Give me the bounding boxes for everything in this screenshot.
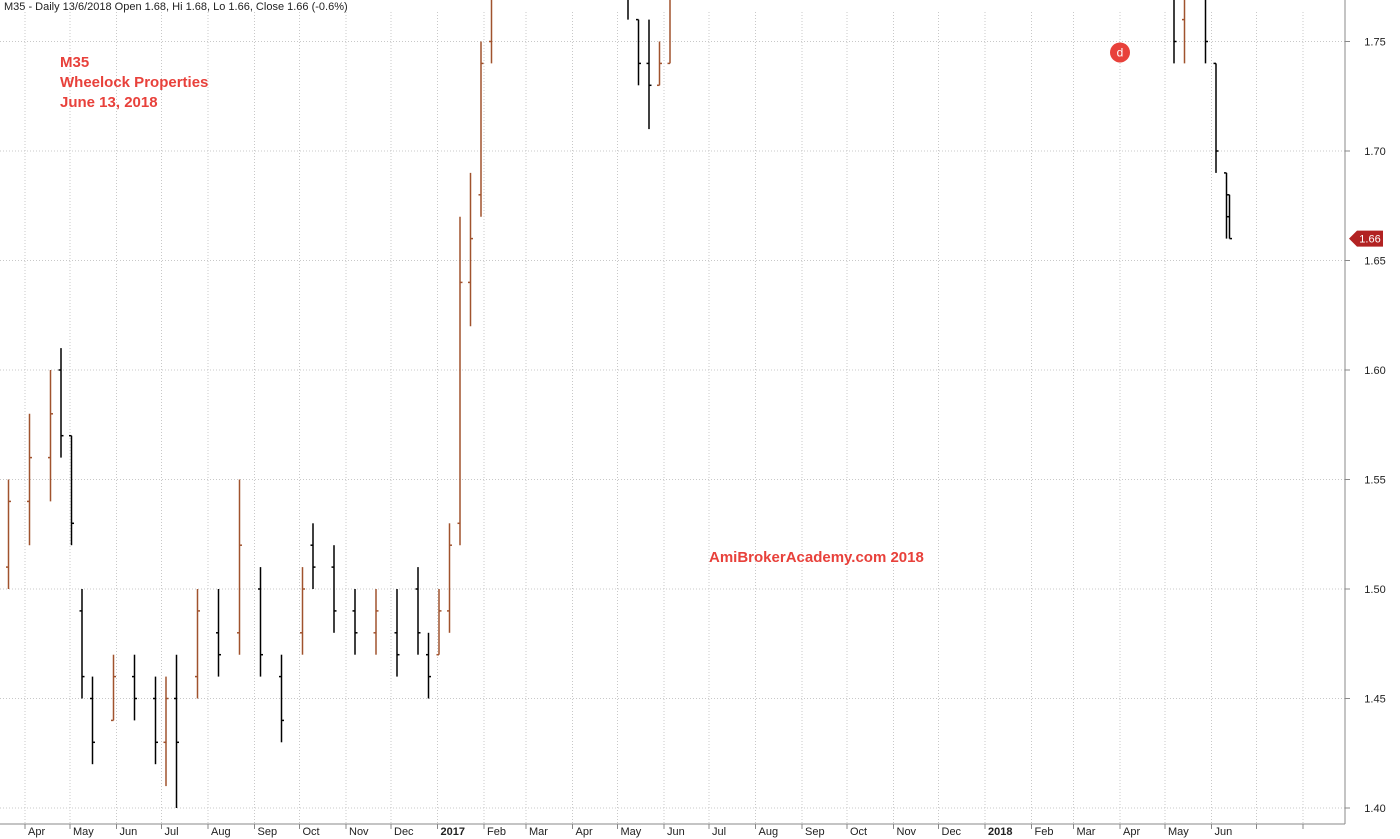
y-tick-label: 1.75 — [1364, 37, 1385, 49]
marker-label: d — [1117, 45, 1124, 59]
ohlc-bar — [1182, 0, 1186, 64]
last-price-badge — [1349, 230, 1383, 247]
ohlc-bar — [1173, 0, 1177, 64]
ohlc-bar — [300, 567, 305, 655]
ohlc-bar — [657, 41, 662, 87]
x-tick-label: Jul — [712, 826, 726, 838]
symbol-label: M35 — [60, 54, 90, 71]
ohlc-bar — [279, 654, 284, 743]
ohlc-bar — [310, 523, 316, 589]
x-tick-label: May — [73, 826, 94, 838]
x-tick-label: 2018 — [988, 826, 1012, 838]
x-tick-label: Feb — [487, 826, 506, 838]
x-tick-label: 2017 — [441, 826, 465, 838]
ohlc-bar — [447, 523, 452, 633]
ohlc-bar — [111, 654, 116, 722]
x-tick-label: Apr — [28, 826, 45, 838]
ohlc-bar — [478, 41, 484, 217]
marker-d: d — [1110, 42, 1130, 63]
ohlc-bar — [636, 18, 641, 86]
ohlc-bar — [489, 0, 493, 64]
ohlc-bar — [1227, 194, 1232, 240]
y-tick-label: 1.50 — [1364, 584, 1385, 596]
y-tick-label: 1.60 — [1364, 365, 1385, 377]
y-tick-label: 1.40 — [1364, 803, 1385, 815]
x-tick-label: May — [621, 826, 642, 838]
annotation-block: M35 Wheelock Properties June 13, 2018 — [60, 53, 208, 113]
y-tick-label: 1.45 — [1364, 694, 1385, 706]
chart-grid — [0, 12, 1345, 824]
ohlc-bar — [331, 545, 337, 633]
ohlc-bar — [79, 589, 85, 699]
ohlc-bar — [27, 413, 32, 546]
chart-header-info: M35 - Daily 13/6/2018 Open 1.68, Hi 1.68… — [4, 1, 348, 13]
ohlc-bar — [667, 0, 671, 65]
y-axis: 1.401.451.501.551.601.651.701.751.801.85… — [1344, 0, 1386, 824]
y-tick-label: 1.70 — [1364, 146, 1385, 158]
x-tick-label: Sep — [805, 826, 825, 838]
x-tick-label: Aug — [211, 826, 231, 838]
x-tick-label: Mar — [529, 826, 548, 838]
ohlc-bar — [1204, 0, 1208, 64]
x-tick-label: Feb — [1035, 826, 1054, 838]
ohlc-bar — [216, 589, 221, 677]
ohlc-bar — [627, 0, 629, 20]
x-tick-label: Apr — [1123, 826, 1140, 838]
x-tick-label: Oct — [850, 826, 867, 838]
x-tick-label: Jun — [1215, 826, 1233, 838]
ohlc-bar — [132, 654, 137, 721]
ohlc-bar — [1213, 62, 1219, 173]
ohlc-bar — [195, 589, 200, 699]
x-tick-label: Mar — [1077, 826, 1096, 838]
ohlc-bar — [237, 479, 242, 655]
watermark-text: AmiBrokerAcademy.com 2018 — [709, 549, 924, 566]
ohlc-bar — [415, 567, 421, 655]
x-tick-label: Jun — [120, 826, 138, 838]
x-tick-label: Dec — [942, 826, 962, 838]
ohlc-bar — [1224, 172, 1229, 239]
ohlc-bar — [646, 19, 652, 130]
y-tick-label: 1.65 — [1364, 256, 1385, 268]
x-axis: Apr May Jun Jul Aug Sep Oct Nov Dec 2017 Feb Mar Apr… — [0, 823, 1345, 838]
ohlc-bars — [6, 0, 1232, 808]
x-tick-label: Dec — [394, 826, 414, 838]
point-markers: abcd — [1110, 42, 1130, 63]
ohlc-bar — [426, 632, 431, 699]
ohlc-bar — [468, 172, 473, 327]
marker-circle — [1110, 42, 1130, 63]
x-tick-label: Nov — [349, 826, 369, 838]
ohlc-bar — [90, 676, 95, 765]
ohlc-bar — [174, 654, 179, 808]
company-label: Wheelock Properties — [60, 74, 209, 91]
ohlc-bar — [258, 567, 263, 677]
x-tick-label: Aug — [759, 826, 779, 838]
x-tick-label: Jul — [165, 826, 179, 838]
ohlc-bar — [48, 370, 53, 502]
ohlc-bar — [436, 589, 442, 656]
date-label: June 13, 2018 — [60, 94, 158, 111]
ohlc-bar — [163, 676, 169, 787]
x-tick-label: Nov — [897, 826, 917, 838]
ohlc-bar — [58, 348, 64, 458]
ohlc-bar — [6, 479, 11, 589]
ohlc-bar — [69, 434, 74, 546]
x-tick-label: Sep — [258, 826, 278, 838]
last-price-label: 1.66 — [1359, 234, 1380, 246]
ohlc-bar — [394, 589, 400, 677]
ohlc-bar — [153, 676, 158, 765]
ohlc-bar — [352, 589, 358, 655]
x-tick-label: Oct — [303, 826, 320, 838]
last-price-tag: 1.66 — [1349, 230, 1383, 247]
ohlc-bar — [373, 589, 379, 655]
y-tick-label: 1.55 — [1364, 475, 1385, 487]
x-tick-label: Apr — [576, 826, 593, 838]
ohlc-bar — [457, 216, 463, 546]
x-tick-label: May — [1168, 826, 1189, 838]
x-tick-label: Jun — [667, 826, 685, 838]
